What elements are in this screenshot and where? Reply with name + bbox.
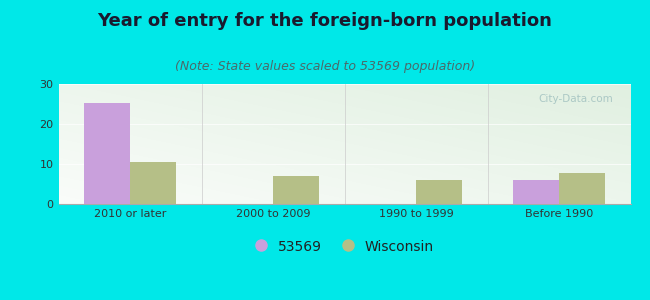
Bar	[559, 173, 604, 204]
Bar	[514, 180, 559, 204]
Text: (Note: State values scaled to 53569 population): (Note: State values scaled to 53569 popu…	[175, 60, 475, 73]
Bar	[416, 180, 462, 204]
Bar	[130, 162, 176, 204]
Bar	[84, 103, 130, 204]
Bar	[273, 176, 318, 204]
Text: Year of entry for the foreign-born population: Year of entry for the foreign-born popul…	[98, 12, 552, 30]
Text: City-Data.com: City-Data.com	[539, 94, 614, 103]
Legend: 53569, Wisconsin: 53569, Wisconsin	[250, 234, 439, 260]
